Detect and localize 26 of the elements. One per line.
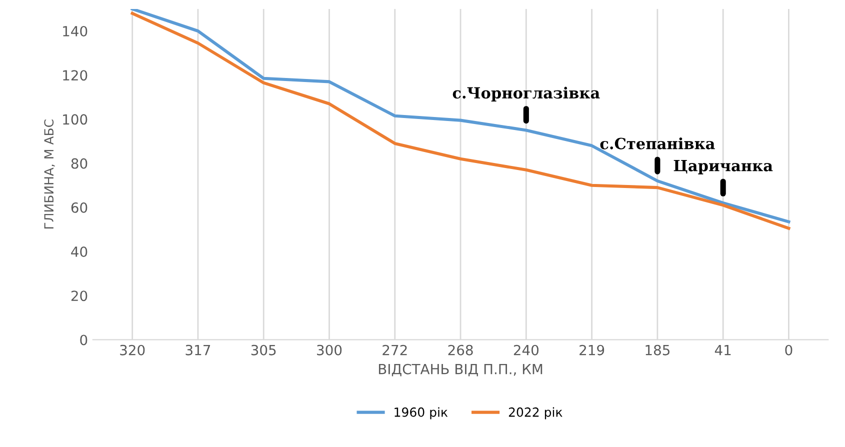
legend-label: 2022 рік: [508, 407, 562, 420]
annotation: Царичанка: [674, 160, 773, 174]
y-tick-label: 140: [63, 26, 88, 36]
x-tick-label: 300: [317, 344, 342, 356]
y-tick-label: 40: [71, 246, 88, 257]
x-tick-label: 268: [448, 344, 473, 356]
annotation: с.Степанівка: [600, 137, 715, 150]
x-tick-label: 185: [646, 344, 670, 356]
y-tick-label: 120: [63, 70, 88, 81]
legend-label: 1960 рік: [394, 407, 448, 420]
x-tick-label: 219: [580, 344, 604, 356]
y-axis-title: ГЛИБИНА, М АБС: [44, 120, 55, 229]
x-tick-label: 317: [186, 344, 210, 356]
x-tick-label: 272: [382, 344, 407, 356]
x-tick-label: 320: [120, 344, 145, 356]
y-tick-label: 60: [71, 202, 88, 213]
x-axis-title: ВІДСТАНЬ ВІД П.П., КМ: [378, 364, 542, 376]
x-tick-label: 240: [514, 344, 538, 356]
x-tick-label: 305: [251, 344, 276, 356]
y-tick-label: 100: [63, 114, 88, 125]
y-tick-label: 80: [71, 158, 88, 169]
x-tick-label: 41: [714, 345, 731, 356]
y-tick-label: 20: [71, 290, 88, 302]
annotation: с.Чорноглазівка: [452, 86, 600, 102]
x-tick-label: 0: [785, 344, 792, 356]
y-tick-label: 0: [80, 334, 88, 346]
